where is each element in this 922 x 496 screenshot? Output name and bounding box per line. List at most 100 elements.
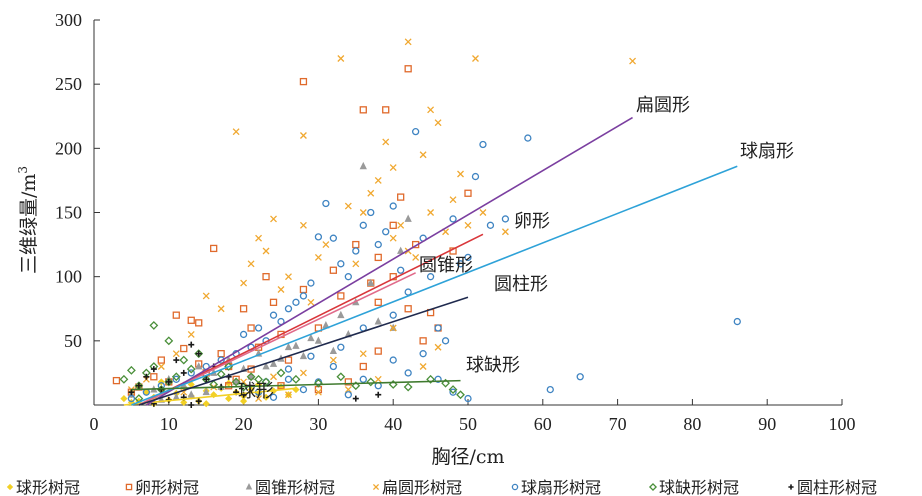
line-label: 卵形	[514, 211, 550, 232]
legend-item: 球扇形树冠	[511, 478, 601, 496]
data-point	[135, 382, 142, 389]
line-label: 球扇形	[740, 141, 794, 162]
data-point	[374, 317, 382, 325]
data-point	[382, 138, 390, 146]
data-point	[501, 215, 510, 223]
legend-label: 圆柱形树冠	[797, 478, 877, 496]
data-point	[284, 305, 293, 313]
data-point	[337, 343, 345, 351]
data-point	[337, 55, 345, 62]
data-point	[269, 393, 278, 401]
data-point	[262, 393, 270, 401]
data-point	[426, 273, 435, 281]
legend-item: 球缺形树冠	[648, 478, 739, 496]
legend-item: 卵形树冠	[125, 478, 199, 496]
data-point	[344, 386, 352, 394]
data-point	[277, 286, 285, 293]
legend-item: 圆柱形树冠	[788, 478, 877, 496]
data-point	[359, 161, 367, 170]
data-point	[382, 228, 390, 236]
data-point	[269, 311, 278, 319]
y-tick-label: 150	[55, 203, 82, 223]
line-label: 球形	[238, 381, 274, 402]
data-point	[434, 324, 442, 332]
data-point	[292, 298, 300, 306]
x-tick-label: 100	[829, 414, 856, 434]
data-point	[337, 260, 345, 268]
x-tick-label: 20	[235, 414, 253, 434]
data-point	[299, 132, 307, 139]
data-point	[307, 298, 315, 306]
x-tick-label: 70	[609, 414, 627, 434]
data-point	[195, 362, 203, 370]
data-point	[448, 385, 458, 395]
data-point	[269, 359, 278, 367]
data-point	[352, 395, 359, 402]
data-point	[202, 292, 210, 300]
data-point	[276, 368, 286, 378]
data-point	[419, 350, 427, 358]
data-point	[157, 356, 165, 364]
data-point	[188, 402, 195, 408]
data-point	[157, 363, 165, 370]
data-point	[284, 365, 293, 373]
data-point	[427, 209, 435, 216]
data-point	[299, 77, 308, 86]
data-point	[351, 381, 361, 391]
data-point	[397, 221, 405, 229]
data-point	[457, 170, 464, 178]
data-point	[397, 193, 405, 201]
legend-item: 球形树冠	[6, 478, 80, 496]
data-point	[329, 266, 338, 274]
data-point	[441, 337, 450, 345]
data-point	[374, 176, 382, 184]
data-point	[374, 375, 382, 383]
data-point	[374, 240, 382, 249]
fit-line	[138, 233, 484, 406]
data-point	[389, 202, 397, 210]
data-point	[179, 355, 189, 365]
data-point	[224, 382, 233, 390]
data-point	[456, 390, 465, 400]
data-point	[366, 377, 376, 387]
legend-item: 扁圆形树冠	[372, 478, 462, 496]
data-point	[187, 316, 195, 324]
data-point	[629, 57, 637, 65]
data-point	[359, 362, 367, 371]
data-point	[284, 375, 293, 383]
data-point	[352, 260, 360, 268]
line-label: 球缺形	[466, 355, 520, 376]
data-point	[576, 373, 584, 381]
y-axis-title: 三维绿量/m3	[16, 166, 40, 274]
data-point	[372, 483, 380, 491]
data-point	[367, 208, 375, 217]
data-point	[180, 369, 187, 376]
data-point	[788, 484, 794, 490]
data-point	[427, 106, 435, 114]
data-point	[292, 386, 300, 394]
legend-label: 扁圆形树冠	[382, 478, 462, 496]
data-point	[389, 311, 397, 319]
data-point	[172, 350, 180, 358]
legend-label: 卵形树冠	[135, 478, 199, 496]
data-point	[314, 253, 322, 261]
data-point	[374, 347, 382, 355]
data-point	[143, 373, 150, 380]
data-point	[389, 221, 397, 229]
data-point	[262, 247, 270, 255]
y-tick-label: 50	[64, 331, 82, 351]
data-point	[202, 387, 210, 396]
data-point	[299, 292, 308, 300]
data-point	[217, 356, 225, 364]
data-point	[299, 285, 308, 294]
data-point	[733, 317, 741, 326]
data-point	[344, 202, 352, 210]
data-point	[187, 390, 195, 398]
data-point	[188, 341, 195, 348]
data-point	[299, 369, 307, 377]
data-point	[404, 288, 412, 296]
data-point	[359, 209, 367, 216]
data-point	[464, 221, 472, 229]
legend: 球形树冠 卵形树冠 圆锥形树冠 扁圆形树冠 球扇形树冠 球缺形树冠 圆柱形树冠	[6, 478, 877, 496]
line-label: 圆柱形	[494, 274, 548, 295]
